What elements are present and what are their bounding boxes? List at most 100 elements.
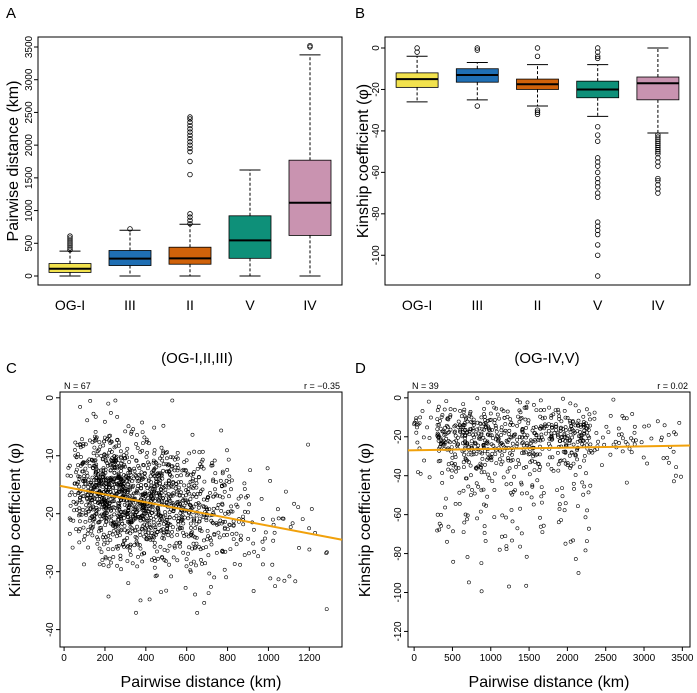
scatter-point (92, 458, 97, 463)
outlier-point (595, 190, 601, 196)
panel-c-frame (59, 391, 343, 648)
outlier-point (595, 138, 601, 144)
outlier-point (474, 45, 480, 51)
scatter-point (435, 422, 440, 427)
y-tick-label: -20 (45, 506, 56, 521)
scatter-point (99, 525, 104, 530)
scatter-point (133, 505, 138, 510)
outlier-point (414, 49, 420, 55)
scatter-point (95, 496, 99, 501)
scatter-point (527, 472, 532, 477)
scatter-point (88, 398, 93, 403)
scatter-point (463, 512, 468, 517)
scatter-point (588, 442, 593, 447)
scatter-point (153, 527, 158, 532)
scatter-point (140, 527, 145, 532)
scatter-point (537, 468, 542, 473)
scatter-point (576, 423, 581, 428)
y-tick-label: 500 (24, 235, 35, 252)
scatter-point (582, 484, 587, 489)
scatter-point (234, 531, 239, 536)
scatter-point (133, 472, 138, 477)
scatter-point (124, 451, 129, 456)
scatter-point (497, 457, 502, 462)
outlier-point (127, 226, 133, 232)
scatter-point (120, 479, 124, 484)
x-tick-label: 400 (137, 653, 154, 664)
scatter-point (444, 436, 449, 441)
scatter-point (88, 438, 92, 443)
scatter-point (538, 426, 543, 431)
scatter-point (454, 465, 459, 470)
scatter-point (242, 487, 247, 491)
scatter-point (553, 408, 558, 413)
scatter-point (76, 474, 81, 479)
scatter-point (127, 494, 132, 499)
scatter-point (177, 526, 182, 531)
scatter-point (118, 533, 122, 538)
scatter-point (649, 436, 654, 441)
scatter-point (568, 427, 572, 432)
scatter-point (181, 467, 186, 472)
scatter-point (132, 466, 137, 471)
scatter-point (462, 407, 467, 412)
scatter-point (94, 476, 99, 481)
scatter-point (140, 420, 145, 425)
scatter-point (504, 515, 508, 520)
box-v (228, 215, 272, 259)
scatter-point (186, 483, 191, 488)
scatter-point (499, 462, 504, 467)
y-tick-label: -40 (393, 468, 404, 483)
scatter-point (566, 434, 571, 439)
scatter-point (641, 455, 646, 460)
scatter-point (164, 462, 169, 467)
scatter-point (222, 527, 227, 531)
scatter-point (88, 496, 93, 500)
scatter-point (76, 463, 80, 468)
scatter-point (532, 402, 536, 407)
scatter-point (452, 424, 457, 429)
scatter-point (218, 478, 223, 483)
panel-letter-b: B (355, 5, 365, 22)
scatter-point (549, 431, 554, 436)
scatter-point (479, 432, 484, 437)
scatter-point (128, 531, 133, 536)
scatter-point (674, 465, 679, 470)
scatter-point (92, 496, 97, 501)
scatter-point (437, 521, 442, 526)
scatter-point (526, 418, 531, 423)
scatter-point (505, 414, 510, 419)
scatter-point (613, 439, 618, 444)
scatter-point (186, 516, 191, 521)
y-tick-label: 1500 (24, 166, 35, 189)
scatter-point (479, 470, 484, 475)
scatter-point (469, 439, 474, 444)
scatter-point (186, 500, 191, 505)
scatter-point (465, 513, 470, 518)
scatter-point (82, 494, 87, 499)
scatter-point (178, 525, 183, 530)
scatter-point (541, 523, 546, 528)
scatter-point (160, 518, 165, 523)
scatter-point (119, 483, 124, 488)
scatter-point (569, 423, 574, 428)
scatter-point (152, 484, 157, 488)
scatter-point (94, 477, 99, 482)
scatter-point (568, 465, 573, 470)
scatter-point (520, 429, 525, 434)
scatter-point (483, 462, 487, 467)
scatter-point (190, 432, 195, 437)
scatter-point (492, 420, 497, 425)
scatter-point (138, 474, 143, 479)
scatter-point (133, 528, 138, 533)
scatter-point (160, 500, 164, 505)
scatter-point (251, 527, 256, 532)
outlier-point (187, 158, 193, 165)
scatter-point (184, 493, 188, 498)
panel-a-boxplot: Pairwise distance (km) 0 500 1000 1500 2000 2… (5, 35, 343, 313)
scatter-point (476, 443, 481, 448)
scatter-point (108, 506, 112, 511)
scatter-point (569, 464, 574, 468)
scatter-point (191, 559, 196, 564)
scatter-point (194, 513, 199, 518)
